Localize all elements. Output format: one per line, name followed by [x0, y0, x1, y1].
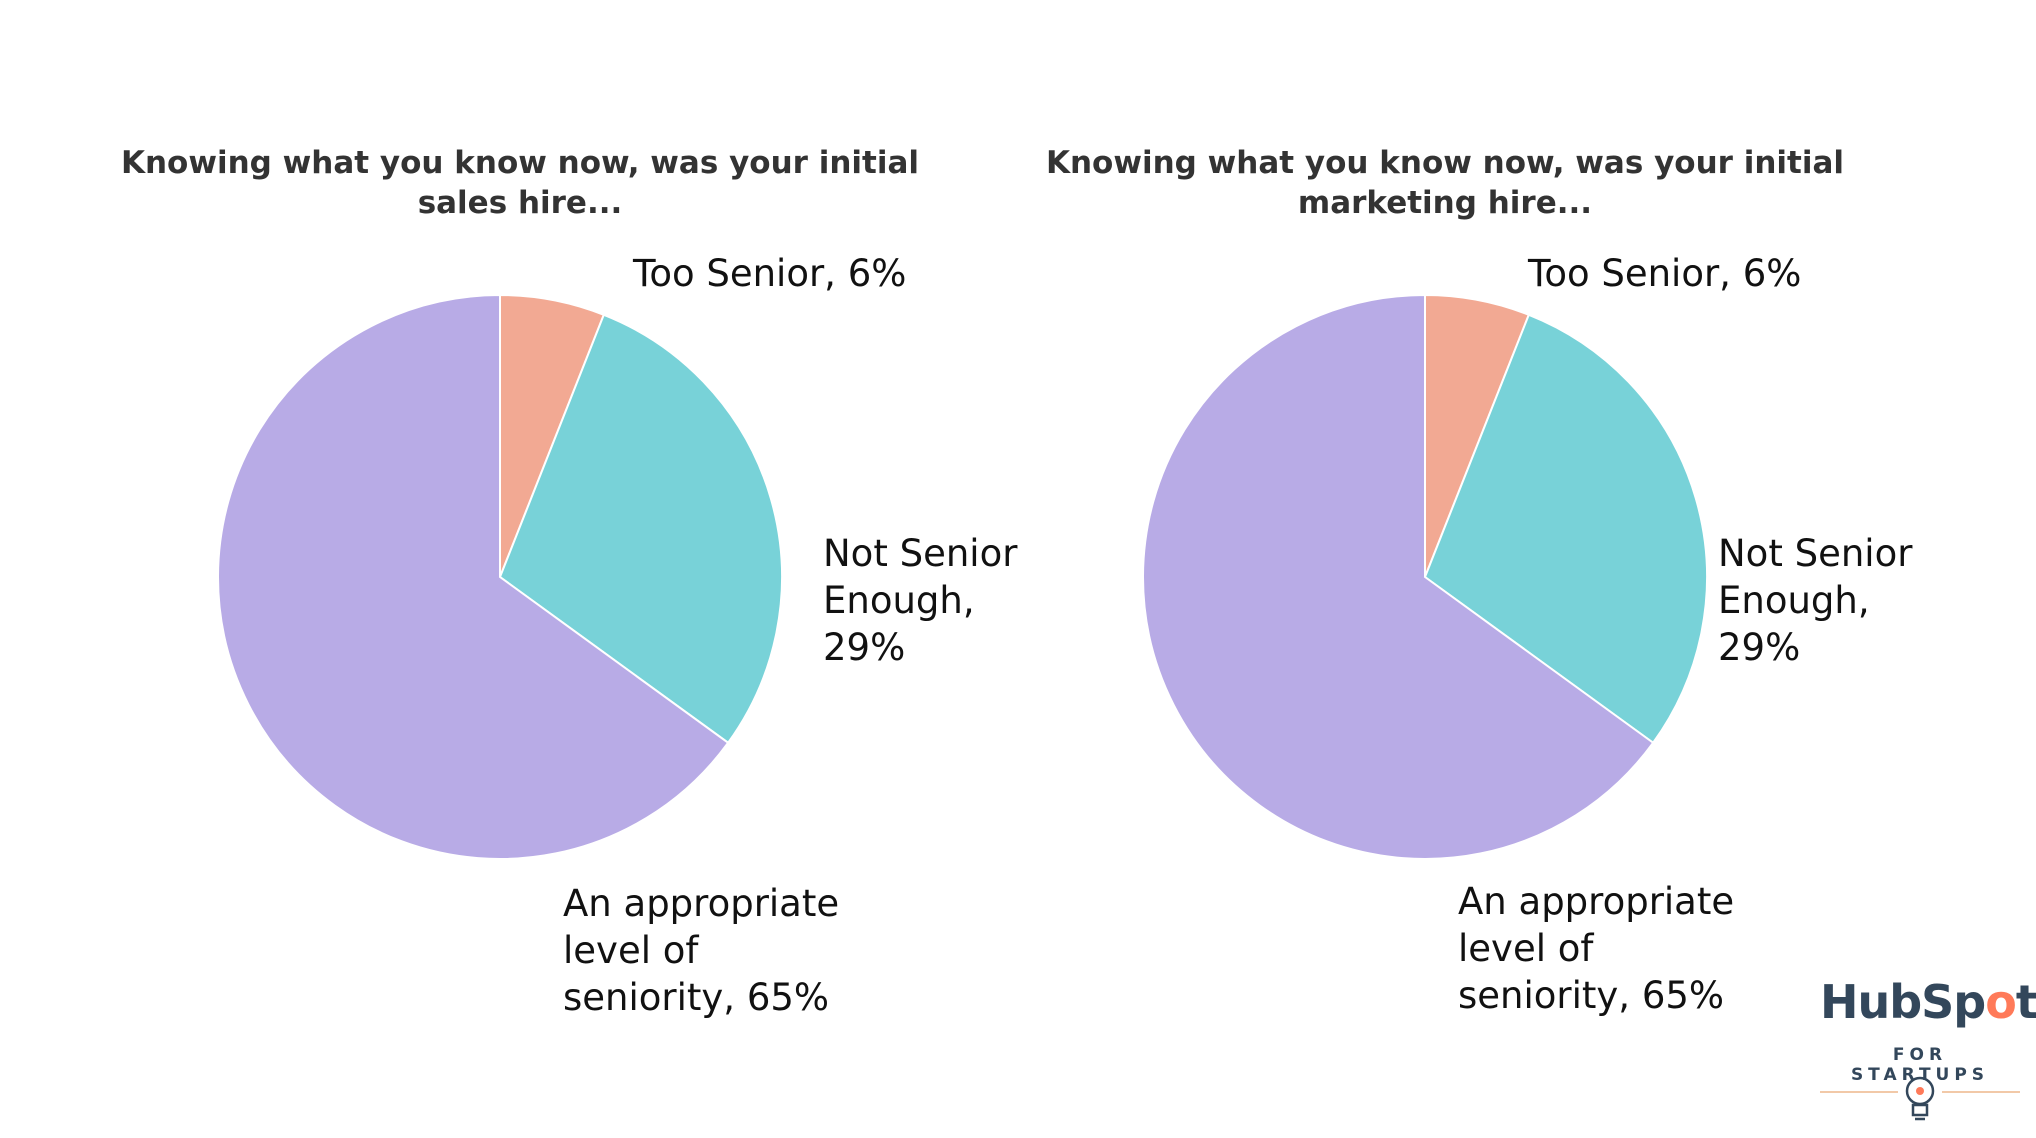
sprocket-icon: o [1985, 975, 2017, 1029]
slice-not-senior-enough [498, 313, 783, 745]
sales-hire-chart: Knowing what you know now, was your init… [120, 0, 1080, 1138]
chart-title-line-2: sales hire... [417, 185, 623, 221]
slice-appropriate [217, 293, 730, 860]
logo-word-prefix: HubSp [1820, 975, 1986, 1029]
slice-label-not-senior-enough: Not Senior Enough, 29% [823, 532, 1018, 669]
pie-chart [217, 293, 783, 860]
hubspot-for-startups-logo: HubSpot FOR STARTUPS [1820, 975, 2036, 1135]
logo-word-suffix: t [2015, 975, 2036, 1029]
slice-appropriate [1142, 293, 1655, 860]
lightbulb-icon [1820, 1076, 2020, 1121]
pie-chart [1142, 293, 1708, 860]
chart-title-line-2: marketing hire... [1297, 185, 1593, 221]
slice-label-not-senior-enough: Not Senior Enough, 29% [1718, 532, 1913, 669]
slice-label-appropriate: An appropriate level of seniority, 65% [1458, 880, 1735, 1017]
slice-not-senior-enough [1423, 313, 1708, 745]
chart-title: Knowing what you know now, was your init… [120, 143, 920, 223]
chart-title-line-1: Knowing what you know now, was your init… [120, 145, 920, 181]
chart-title-line-1: Knowing what you know now, was your init… [1045, 145, 1845, 181]
chart-title: Knowing what you know now, was your init… [1045, 143, 1845, 223]
logo-wordmark: HubSpot [1820, 975, 2036, 1029]
marketing-hire-chart: Knowing what you know now, was your init… [1045, 0, 2005, 1138]
logo-subtitle: FOR STARTUPS [1850, 1045, 1990, 1085]
slice-label-appropriate: An appropriate level of seniority, 65% [563, 882, 840, 1019]
slice-label-too-senior: Too Senior, 6% [1528, 252, 1802, 295]
slice-label-too-senior: Too Senior, 6% [633, 252, 907, 295]
